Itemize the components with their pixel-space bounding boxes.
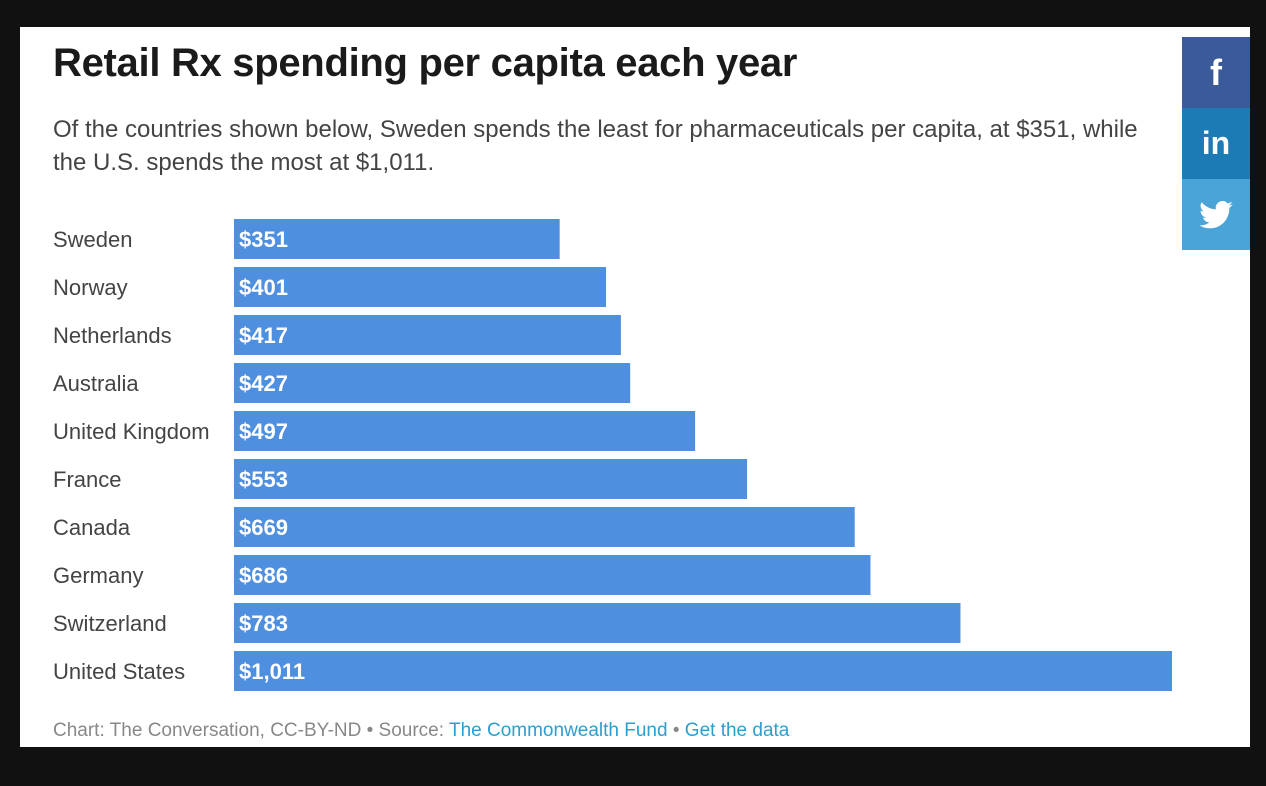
bar-switzerland: [234, 603, 961, 643]
value-label-norway: $401: [239, 275, 288, 300]
value-label-united-kingdom: $497: [239, 419, 288, 444]
category-label-united-states: United States: [53, 659, 185, 684]
category-label-united-kingdom: United Kingdom: [53, 419, 210, 444]
linkedin-share-button[interactable]: in: [1182, 108, 1250, 179]
value-label-netherlands: $417: [239, 323, 288, 348]
category-label-germany: Germany: [53, 563, 143, 588]
facebook-icon: f: [1210, 51, 1222, 93]
twitter-icon: [1199, 200, 1233, 228]
bar-germany: [234, 555, 871, 595]
bar-netherlands: [234, 315, 621, 355]
get-data-link[interactable]: Get the data: [684, 720, 790, 741]
category-label-sweden: Sweden: [53, 227, 133, 252]
bar-united-kingdom: [234, 411, 696, 451]
bar-chart: Sweden $351 Norway $401 Netherlands $417 Austr…: [53, 219, 1172, 691]
chart-card: Retail Rx spending per capita each year …: [20, 27, 1250, 747]
category-label-canada: Canada: [53, 515, 131, 540]
footer-separator: •: [667, 720, 685, 741]
twitter-share-button[interactable]: [1182, 179, 1250, 250]
category-label-norway: Norway: [53, 275, 128, 300]
value-label-germany: $686: [239, 563, 288, 588]
value-label-united-states: $1,011: [239, 659, 305, 684]
chart-footer: Chart: The Conversation, CC-BY-ND • Sour…: [53, 720, 789, 742]
chart-subtitle: Of the countries shown below, Sweden spe…: [53, 116, 1138, 176]
facebook-share-button[interactable]: f: [1182, 37, 1250, 108]
category-label-switzerland: Switzerland: [53, 611, 167, 636]
value-label-canada: $669: [239, 515, 288, 540]
linkedin-icon: in: [1201, 125, 1231, 161]
source-link[interactable]: The Commonwealth Fund: [448, 720, 668, 741]
bar-australia: [234, 363, 631, 403]
value-label-switzerland: $783: [239, 611, 288, 636]
chart-title: Retail Rx spending per capita each year: [53, 41, 798, 85]
bar-sweden: [234, 219, 560, 259]
value-label-australia: $427: [239, 371, 288, 396]
bar-canada: [234, 507, 855, 547]
value-label-france: $553: [239, 467, 288, 492]
category-label-australia: Australia: [53, 371, 139, 396]
value-label-sweden: $351: [239, 227, 288, 252]
share-bar: f in: [1182, 37, 1250, 250]
bar-norway: [234, 267, 607, 307]
bar-united-states: [234, 651, 1172, 691]
category-label-netherlands: Netherlands: [53, 323, 172, 348]
bar-france: [234, 459, 748, 499]
category-label-france: France: [53, 467, 121, 492]
footer-credit: Chart: The Conversation, CC-BY-ND • Sour…: [53, 720, 449, 741]
